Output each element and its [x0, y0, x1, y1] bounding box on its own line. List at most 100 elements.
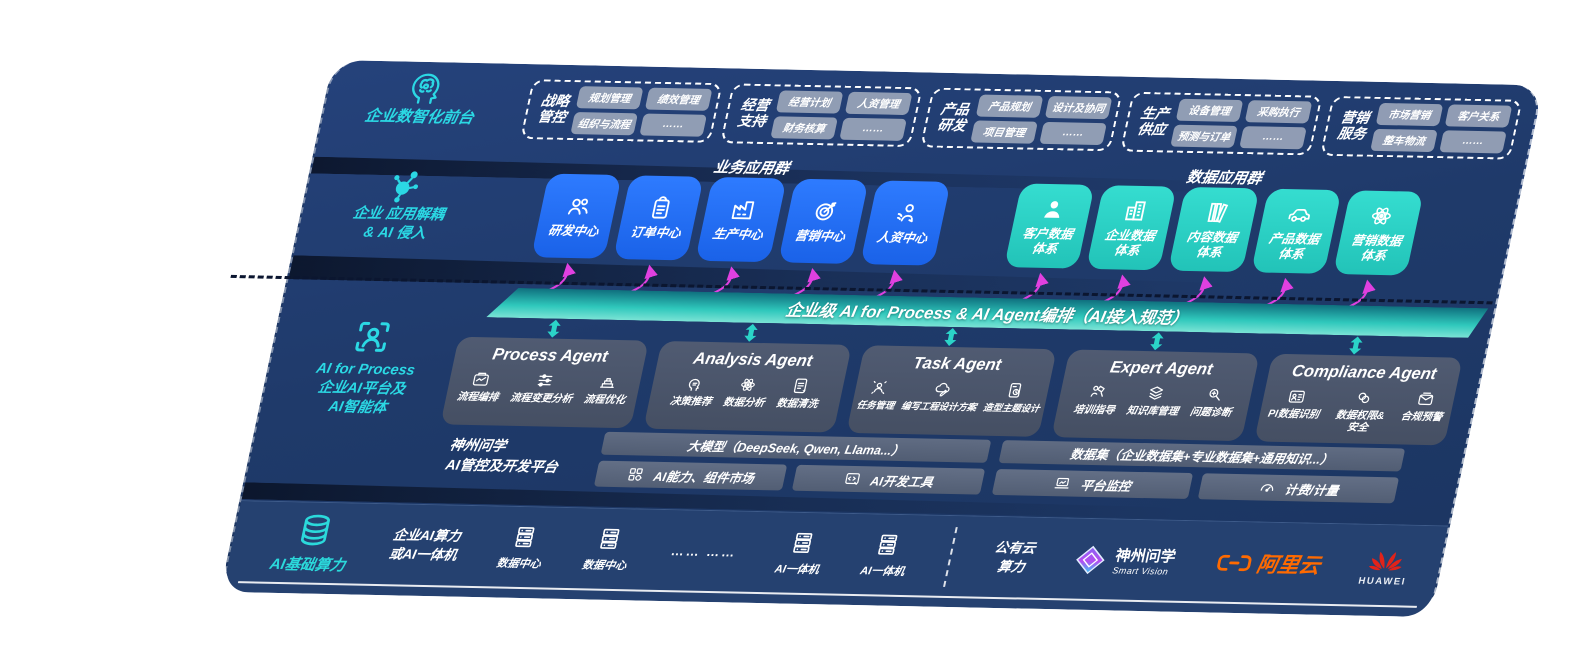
- digital-head-icon: [412, 73, 440, 104]
- front-chip: 财务核算: [770, 116, 838, 140]
- front-chip: 市场营销: [1375, 102, 1444, 127]
- front-chip: 预测与订单: [1170, 124, 1238, 148]
- llm-bar: 大模型（DeepSeek, Qwen, Llama...）: [600, 431, 992, 463]
- cloud-design-icon: [935, 382, 950, 397]
- ai-devtools-cell: AI开发工具: [791, 464, 986, 495]
- front-chip: 产品规划: [975, 94, 1044, 118]
- app-box-label: 人资中心: [875, 230, 929, 246]
- updown-arrow-icon: [741, 323, 761, 342]
- app-box-label: 营销中心: [793, 229, 847, 245]
- agent-box-expert: Expert Agent 培训指导 知识库管理 问题诊断: [1051, 349, 1260, 441]
- app-box-product-data: 产品数据 体系: [1250, 188, 1342, 274]
- platform-monitor-cell: 平台监控: [991, 469, 1194, 499]
- aliyun-bracket-icon: [1217, 554, 1252, 571]
- front-chip: 经营计划: [775, 90, 844, 114]
- model-platform-group: 大模型（DeepSeek, Qwen, Llama...） AI能力、组件市场 …: [593, 431, 992, 495]
- business-apps-row: 研发中心 订单中心 生产中心 营销中心 人资中心: [531, 173, 951, 266]
- front-group-operation: 经营 支持 经营计划 人资管理 财务核算 ……: [720, 83, 923, 148]
- ai-appliance-node: AI一体机: [859, 531, 913, 579]
- factory-icon: [731, 201, 755, 220]
- node-label: AI一体机: [773, 563, 821, 577]
- datacenter-node: 数据中心: [581, 525, 635, 573]
- agent-item-label: PI数据识别: [1266, 408, 1321, 421]
- front-chip: ……: [1439, 130, 1507, 154]
- layers-optimize-icon: [600, 378, 615, 388]
- app-layer-label: 企业 应用解耦 & AI 侵入: [351, 205, 446, 242]
- agent-layer-label: AI for Process 企业AI平台及 AI智能体: [314, 360, 417, 416]
- public-cloud-label: 公有云 算力: [993, 540, 1037, 575]
- agent-item-label: 任务管理: [855, 399, 896, 411]
- pcell-label: AI开发工具: [868, 473, 935, 490]
- knowledge-stack-icon: [1149, 386, 1164, 400]
- front-layer-label: 企业数智化前台: [363, 107, 476, 127]
- server-icon: [878, 534, 898, 555]
- training-icon: [1090, 385, 1105, 397]
- agent-title: Expert Agent: [1108, 358, 1215, 379]
- agent-item-label: 流程变更分析: [508, 392, 574, 406]
- atom-icon: [1372, 207, 1392, 225]
- smartvision-logo: 神州问学 Smart Vision: [1071, 543, 1178, 577]
- car-icon: [1288, 209, 1311, 223]
- agent-box-compliance: Compliance Agent PI数据识别 数据权限&安全 合规预警: [1254, 353, 1463, 446]
- ai-appliance-node: AI一体机: [773, 530, 827, 578]
- front-group-title: 经营 支持: [736, 96, 771, 130]
- agent-layer-label-block: AI for Process 企业AI平台及 AI智能体: [272, 315, 461, 419]
- app-box-hr-center: 人资中心: [859, 180, 951, 266]
- app-box-rd-center: 研发中心: [531, 173, 623, 259]
- infra-label: AI基础算力: [268, 555, 347, 575]
- updown-arrow-icon: [1346, 336, 1366, 355]
- huawei-flower-icon: [1369, 551, 1403, 570]
- component-market-icon: [628, 468, 644, 481]
- platform-label: 神州问学 AI管控及开发平台: [444, 436, 560, 476]
- app-box-label: 生产中心: [711, 227, 765, 243]
- molecule-icon: [394, 171, 419, 203]
- app-box-marketing-center: 营销中心: [777, 178, 869, 264]
- app-box-content-data: 内容数据 体系: [1168, 186, 1260, 273]
- huawei-logo: HUAWEI: [1357, 544, 1413, 587]
- front-groups-row: 战略 管控 规划管理 绩效管理 组织与流程 …… 经营 支持 经营计划 人资管理…: [520, 79, 1523, 160]
- decision-head-icon: [688, 378, 700, 391]
- smartvision-name: 神州问学: [1113, 547, 1178, 566]
- data-permission-icon: [1358, 392, 1370, 404]
- agent-item-label: 编写工程设计方案: [900, 400, 978, 413]
- front-chip: 整车物流: [1370, 128, 1438, 153]
- smartvision-diamond-icon: [1076, 545, 1105, 574]
- clipboard-icon: [651, 196, 670, 219]
- server-icon: [792, 532, 813, 554]
- styling-design-icon: [1008, 383, 1022, 398]
- person-icon: [1043, 201, 1059, 219]
- agent-item-label: 决策推荐: [668, 396, 713, 408]
- agent-title: Analysis Agent: [691, 349, 815, 371]
- front-group-title: 营销 服务: [1336, 109, 1371, 142]
- data-apps-row: 客户数据 体系 企业数据 体系 内容数据 体系 产品数据 体系 营销数据 体系: [1003, 183, 1424, 276]
- billing-metering-cell: 计费/计量: [1197, 473, 1400, 504]
- diagram-panel: 企业数智化前台 战略 管控 规划管理 绩效管理 组织与流程 …… 经营 支持 经…: [220, 60, 1544, 618]
- agent-item-label: 数据权限&安全: [1334, 410, 1386, 434]
- app-box-label: 客户数据 体系: [1021, 226, 1075, 256]
- huawei-name: HUAWEI: [1357, 575, 1408, 588]
- agent-item-label: 数据清洗: [775, 398, 819, 411]
- agents-row: Process Agent 流程编排 流程变更分析 流程优化 Analysis …: [440, 336, 1463, 446]
- front-chip: 设备管理: [1175, 98, 1244, 122]
- target-icon: [815, 202, 837, 221]
- front-chip: 项目管理: [970, 120, 1038, 144]
- atom-analysis-icon: [740, 378, 755, 391]
- app-box-customer-data: 客户数据 体系: [1003, 183, 1095, 269]
- updown-arrow-icon: [941, 328, 961, 346]
- front-chip: ……: [839, 117, 907, 141]
- agent-box-task: Task Agent 任务管理 编写工程设计方案 造型主题设计: [845, 345, 1058, 437]
- agent-box-analysis: Analysis Agent 决策推荐 数据分析 数据清洗: [643, 340, 852, 433]
- agent-item-label: 培训指导: [1072, 404, 1116, 417]
- front-chip: 设计及协同: [1044, 96, 1113, 120]
- aliyun-logo: 阿里云: [1213, 547, 1323, 579]
- server-icon: [600, 528, 620, 550]
- datacenter-node: 数据中心: [495, 524, 549, 572]
- front-group-production: 生产 供应 设备管理 采购执行 预测与订单 ……: [1119, 91, 1323, 156]
- front-chip: 绩效管理: [644, 87, 713, 111]
- dataset-platform-group: 数据集（企业数据集+专业数据集+通用知识...） 平台监控 计费/计量: [991, 440, 1406, 504]
- front-chip: 组织与流程: [570, 112, 638, 136]
- agent-item-label: 问题诊断: [1188, 407, 1233, 419]
- node-label: 数据中心: [495, 557, 542, 571]
- agent-title: Task Agent: [911, 354, 1003, 375]
- aliyun-name: 阿里云: [1254, 553, 1323, 578]
